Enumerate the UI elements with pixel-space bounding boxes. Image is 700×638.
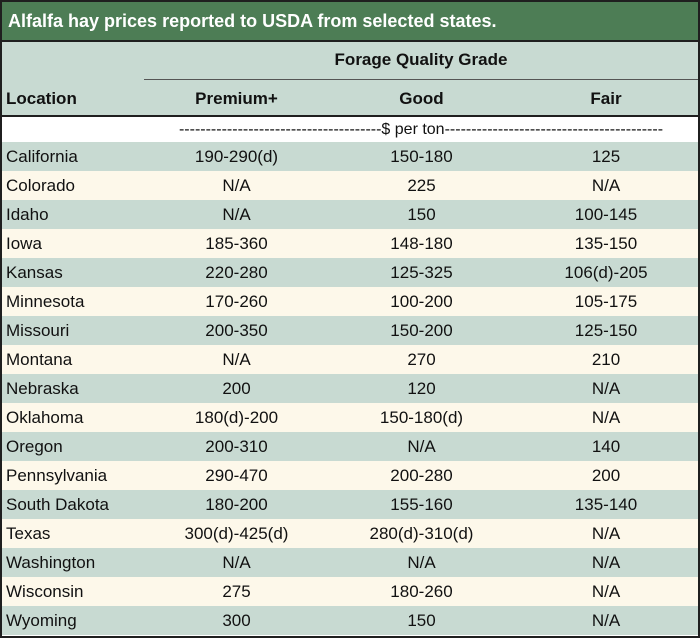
premium-cell: N/A [222,176,251,195]
location-cell: South Dakota [6,495,110,514]
premium-cell: N/A [222,205,251,224]
good-cell: 270 [407,350,436,369]
fair-cell: N/A [591,553,621,572]
good-cell: 155-160 [390,495,453,514]
fair-cell: N/A [591,524,621,543]
unit-label: --------------------------------------$ … [178,121,664,138]
good-cell: 125-325 [390,263,453,282]
fair-cell: N/A [591,611,621,630]
fair-cell: 140 [591,437,621,456]
fair-cell: 135-140 [574,495,638,514]
table-row: Colorado N/A 225 N/A [2,171,698,200]
table-row: Texas 300(d)-425(d) 280(d)-310(d) N/A [2,519,698,548]
premium-cell: 275 [222,582,251,601]
fair-cell: 200 [591,466,621,485]
premium-cell: 300 [222,611,251,630]
location-cell: Pennsylvania [6,466,108,485]
location-cell: Missouri [6,321,70,340]
location-cell: Washington [6,553,96,572]
fair-cell: 125 [591,147,621,166]
good-cell: 280(d)-310(d) [369,524,474,543]
fair-cell: 125-150 [574,321,638,340]
table-row: Iowa 185-360 148-180 135-150 [2,229,698,258]
premium-cell: 220-280 [205,263,268,282]
location-cell: Minnesota [6,292,85,311]
table-title: Alfalfa hay prices reported to USDA from… [2,2,698,42]
fair-cell: 105-175 [574,292,638,311]
good-cell: N/A [407,553,436,572]
good-cell: 225 [407,176,436,195]
location-cell: Colorado [6,176,75,195]
location-cell: Iowa [6,234,42,253]
location-cell: Texas [6,524,51,543]
table-body: California 190-290(d) 150-180 125 Colorado N/… [2,142,698,635]
fair-cell: N/A [591,582,621,601]
location-cell: Wyoming [6,611,77,630]
premium-cell: 190-290(d) [194,147,279,166]
premium-cell: 290-470 [205,466,268,485]
forage-quality-grade-header: Forage Quality Grade [334,50,508,69]
table-header: Forage Quality Grade Location Premium+ G… [2,42,698,117]
premium-cell: 180-200 [205,495,268,514]
table-row: Oregon 200-310 N/A 140 [2,432,698,461]
location-cell: Nebraska [6,379,79,398]
table-row: Missouri 200-350 150-200 125-150 [2,316,698,345]
premium-cell: 200 [222,379,251,398]
table-row: Montana N/A 270 210 [2,345,698,374]
premium-column-header: Premium+ [195,89,278,108]
table-row: Washington N/A N/A N/A [2,548,698,577]
good-cell: 150-200 [390,321,453,340]
table-row: Kansas 220-280 125-325 106(d)-205 [2,258,698,287]
table-row: Nebraska 200 120 N/A [2,374,698,403]
location-cell: Oregon [6,437,63,456]
premium-cell: 185-360 [205,234,268,253]
good-cell: 150 [407,205,436,224]
location-column-header: Location [6,89,77,108]
fair-cell: 210 [591,350,621,369]
good-cell: 120 [407,379,436,398]
good-cell: 150 [407,611,436,630]
table-row: California 190-290(d) 150-180 125 [2,142,698,171]
fair-cell: 106(d)-205 [564,263,648,282]
good-cell: 150-180 [390,147,453,166]
fair-cell: N/A [591,379,621,398]
unit-row: --------------------------------------$ … [2,117,698,142]
location-cell: Oklahoma [6,408,84,427]
premium-cell: 170-260 [205,292,268,311]
premium-cell: N/A [222,553,251,572]
fair-cell: 100-145 [574,205,638,224]
good-cell: N/A [407,437,436,456]
table-row: Wyoming 300 150 N/A [2,606,698,635]
fair-cell: N/A [591,408,621,427]
table-row: Minnesota 170-260 100-200 105-175 [2,287,698,316]
table-row: South Dakota 180-200 155-160 135-140 [2,490,698,519]
location-cell: Idaho [6,205,49,224]
fair-cell: 135-150 [574,234,638,253]
header-bottom-rule [2,115,698,117]
good-cell: 200-280 [390,466,453,485]
good-cell: 100-200 [390,292,453,311]
table-row: Pennsylvania 290-470 200-280 200 [2,461,698,490]
fair-cell: N/A [591,176,621,195]
good-cell: 148-180 [390,234,453,253]
fair-column-header: Fair [590,89,622,108]
location-cell: Montana [6,350,73,369]
premium-cell: 200-310 [205,437,268,456]
location-cell: California [6,147,78,166]
good-cell: 150-180(d) [379,408,464,427]
good-column-header: Good [399,89,444,108]
header-divider [144,79,698,80]
premium-cell: 300(d)-425(d) [184,524,289,543]
premium-cell: N/A [222,350,251,369]
table-row: Oklahoma 180(d)-200 150-180(d) N/A [2,403,698,432]
table-row: Idaho N/A 150 100-145 [2,200,698,229]
good-cell: 180-260 [390,582,453,601]
location-cell: Kansas [6,263,63,282]
table-row: Wisconsin 275 180-260 N/A [2,577,698,606]
premium-cell: 180(d)-200 [194,408,279,427]
premium-cell: 200-350 [205,321,268,340]
location-cell: Wisconsin [6,582,84,601]
